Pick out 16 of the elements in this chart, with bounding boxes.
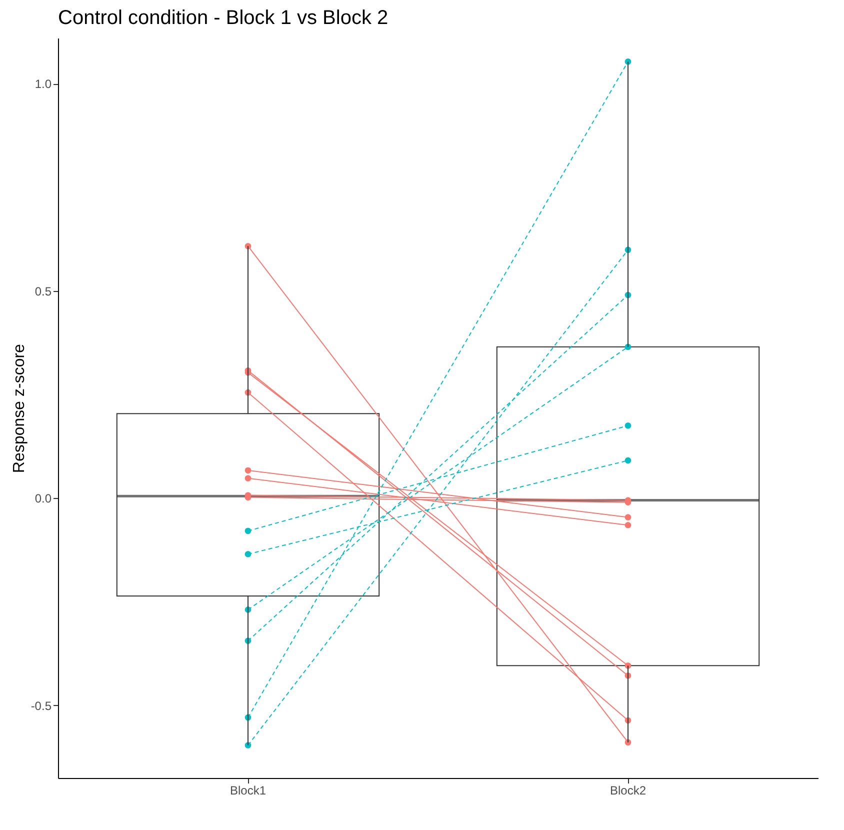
point — [244, 550, 252, 558]
x-tick-label: Block1 — [230, 784, 266, 798]
x-tick-label: Block2 — [610, 784, 646, 798]
point — [624, 522, 632, 528]
y-tick-label: 0.0 — [34, 492, 52, 506]
point — [624, 457, 632, 464]
point — [624, 514, 632, 520]
y-tick-label: 0.5 — [34, 284, 52, 298]
point — [624, 422, 632, 429]
point — [244, 467, 252, 474]
chart-title: Control condition - Block 1 vs Block 2 — [58, 7, 388, 29]
y-axis-title: Response z-score — [10, 344, 28, 473]
y-tick-label: 1.0 — [34, 77, 52, 92]
point — [244, 528, 252, 534]
point — [244, 475, 252, 482]
y-tick-label: -0.5 — [30, 698, 52, 713]
